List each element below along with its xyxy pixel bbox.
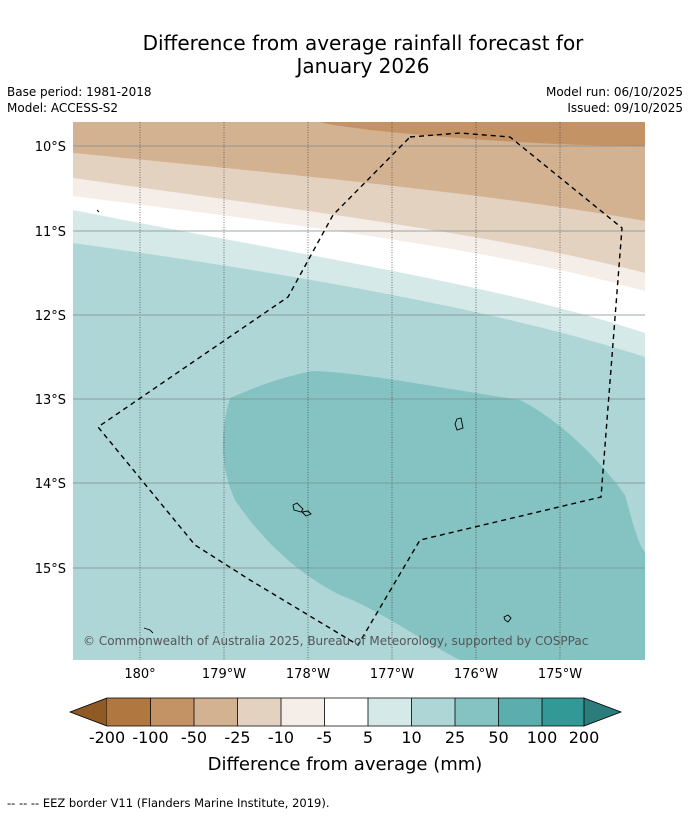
- region-minus50-minus100: [320, 122, 645, 146]
- colorbar-swatch: [498, 698, 542, 726]
- colorbar-tick: 50: [488, 728, 508, 747]
- island-dot: [96, 209, 100, 213]
- colorbar-swatch: [324, 698, 368, 726]
- island-niuafoou: [503, 614, 512, 623]
- map-title-line2: January 2026: [296, 54, 430, 78]
- region-25-50: [222, 371, 645, 660]
- latitude-labels: 10°S 11°S 12°S 13°S 14°S 15°S: [35, 140, 66, 577]
- longitude-gridlines: [139, 122, 561, 660]
- colorbar-swatch: [542, 698, 584, 726]
- region-minus25-minus50: [73, 122, 645, 221]
- lat-label: 12°S: [35, 309, 66, 324]
- colorbar-tick: -50: [181, 728, 207, 747]
- colorbar-tick: -5: [317, 728, 333, 747]
- colorbar-tick: -200: [89, 728, 125, 747]
- colorbar-title: Difference from average (mm): [208, 754, 483, 775]
- colorbar-swatch: [455, 698, 499, 726]
- lat-label: 11°S: [35, 225, 66, 240]
- lon-label: 176°W: [454, 667, 498, 682]
- colorbar-tick: -10: [268, 728, 294, 747]
- colorbar-tick: -25: [224, 728, 250, 747]
- lat-label: 10°S: [35, 140, 66, 155]
- lon-label: 175°W: [538, 667, 582, 682]
- colorbar-swatch: [237, 698, 281, 726]
- island-wallis: [454, 417, 464, 431]
- colorbar-tick: -100: [132, 728, 168, 747]
- longitude-labels: 180° 179°W 178°W 177°W 176°W 175°W: [124, 667, 582, 682]
- anomaly-field: [73, 122, 645, 660]
- lat-label: 13°S: [35, 393, 66, 408]
- colorbar-tick: 200: [569, 728, 600, 747]
- colorbar-swatch: [368, 698, 412, 726]
- model-name: Model: ACCESS-S2: [7, 101, 119, 115]
- issued-date: Issued: 09/10/2025: [567, 101, 683, 115]
- copyright-notice: © Commonwealth of Australia 2025, Bureau…: [83, 634, 588, 648]
- colorbar-tick: 100: [527, 728, 558, 747]
- colorbar-swatch: [281, 698, 325, 726]
- lon-label: 180°: [124, 667, 155, 682]
- latitude-gridlines: [73, 145, 645, 569]
- colorbar-tick: 5: [363, 728, 373, 747]
- colorbar-tick: 25: [445, 728, 465, 747]
- eez-footnote: -- -- -- EEZ border V11 (Flanders Marine…: [7, 796, 330, 810]
- colorbar-extend-low: [68, 697, 108, 727]
- lat-label: 15°S: [35, 562, 66, 577]
- model-run: Model run: 06/10/2025: [545, 85, 683, 99]
- colorbar-extend-high: [583, 697, 623, 727]
- island-alofi: [301, 510, 312, 517]
- colorbar-swatch: [411, 698, 455, 726]
- lon-label: 177°W: [370, 667, 414, 682]
- map-title-line1: Difference from average rainfall forecas…: [142, 31, 584, 55]
- colorbar-ticks: -200 -100 -50 -25 -10 -5 5 10 25 50 100 …: [89, 728, 599, 747]
- colorbar-swatch: [107, 698, 151, 726]
- colorbar: [68, 697, 623, 727]
- region-10-25-southwest: [73, 618, 180, 660]
- island-fragment: [143, 627, 154, 634]
- base-period: Base period: 1981-2018: [7, 85, 152, 99]
- island-futuna: [292, 502, 304, 513]
- lon-label: 179°W: [202, 667, 246, 682]
- colorbar-swatch: [194, 698, 238, 726]
- colorbar-tick: 10: [401, 728, 421, 747]
- lat-label: 14°S: [35, 477, 66, 492]
- colorbar-swatch: [150, 698, 194, 726]
- islands: [96, 209, 512, 634]
- eez-border: [96, 132, 623, 646]
- lon-label: 178°W: [286, 667, 330, 682]
